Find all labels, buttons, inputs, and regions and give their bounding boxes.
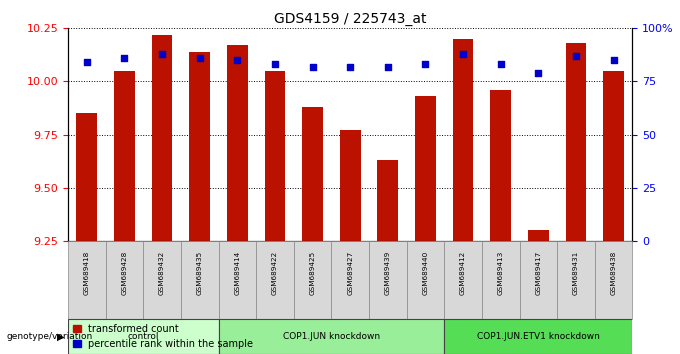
Bar (227, 45, 248, 241)
Point (232, 57, 243, 63)
Text: ▶: ▶ (57, 331, 65, 341)
Point (82, 59, 92, 65)
Text: GSM689440: GSM689440 (422, 251, 428, 295)
Legend: transformed count, percentile rank within the sample: transformed count, percentile rank withi… (73, 324, 254, 349)
Bar (76, 113, 97, 241)
Bar (181, 241, 218, 319)
Text: GSM689425: GSM689425 (309, 251, 316, 295)
Bar (444, 241, 482, 319)
Bar (68, 319, 218, 354)
Bar (189, 52, 210, 241)
Bar (265, 71, 286, 241)
Text: GSM689414: GSM689414 (235, 251, 240, 295)
Text: genotype/variation: genotype/variation (7, 332, 93, 341)
Point (156, 51, 167, 57)
Text: GSM689432: GSM689432 (159, 251, 165, 295)
Bar (595, 241, 632, 319)
Point (458, 51, 469, 57)
Bar (218, 241, 256, 319)
Bar (105, 241, 143, 319)
Text: control: control (128, 332, 159, 341)
Point (420, 62, 431, 67)
Bar (377, 160, 398, 241)
Bar (490, 90, 511, 241)
Point (345, 64, 356, 69)
Point (194, 55, 205, 61)
Bar (566, 43, 586, 241)
Text: GSM689431: GSM689431 (573, 251, 579, 295)
Text: COP1.JUN.ETV1 knockdown: COP1.JUN.ETV1 knockdown (477, 332, 600, 341)
Point (382, 64, 393, 69)
Text: COP1.JUN knockdown: COP1.JUN knockdown (283, 332, 380, 341)
Point (495, 62, 506, 67)
Text: GSM689438: GSM689438 (611, 251, 617, 295)
Text: GSM689418: GSM689418 (84, 251, 90, 295)
Point (307, 64, 318, 69)
Point (533, 70, 544, 76)
Bar (520, 241, 557, 319)
Text: GSM689439: GSM689439 (385, 251, 391, 295)
Title: GDS4159 / 225743_at: GDS4159 / 225743_at (274, 12, 426, 26)
Point (571, 53, 581, 59)
Bar (603, 71, 624, 241)
Bar (453, 39, 473, 241)
Bar (68, 241, 105, 319)
Text: GSM689417: GSM689417 (535, 251, 541, 295)
Bar (528, 230, 549, 241)
Bar (302, 107, 323, 241)
Point (608, 57, 619, 63)
Bar (294, 241, 331, 319)
Bar (482, 241, 520, 319)
Bar (331, 241, 369, 319)
Text: GSM689428: GSM689428 (122, 251, 127, 295)
Bar (369, 241, 407, 319)
Text: GSM689413: GSM689413 (498, 251, 504, 295)
Text: GSM689422: GSM689422 (272, 251, 278, 295)
Bar (143, 241, 181, 319)
Text: GSM689435: GSM689435 (197, 251, 203, 295)
Bar (218, 319, 444, 354)
Bar (340, 130, 360, 241)
Point (269, 62, 280, 67)
Bar (415, 96, 436, 241)
Text: GSM689412: GSM689412 (460, 251, 466, 295)
Bar (256, 241, 294, 319)
Bar (152, 35, 173, 241)
Point (119, 55, 130, 61)
Bar (557, 241, 595, 319)
Bar (407, 241, 444, 319)
Bar (444, 319, 632, 354)
Bar (114, 71, 135, 241)
Text: GSM689427: GSM689427 (347, 251, 353, 295)
